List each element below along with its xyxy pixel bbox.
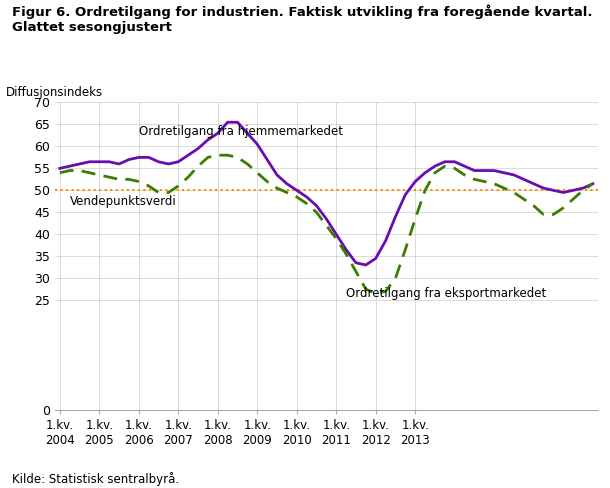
- Text: Figur 6. Ordretilgang for industrien. Faktisk utvikling fra foregående kvartal.
: Figur 6. Ordretilgang for industrien. Fa…: [12, 5, 593, 35]
- Text: Ordretilgang fra hjemmemarkedet: Ordretilgang fra hjemmemarkedet: [139, 124, 343, 138]
- Text: Diffusjonsindeks: Diffusjonsindeks: [6, 86, 103, 100]
- Text: Vendepunktsverdi: Vendepunktsverdi: [70, 195, 176, 208]
- Text: Kilde: Statistisk sentralbyrå.: Kilde: Statistisk sentralbyrå.: [12, 471, 179, 486]
- Text: Ordretilgang fra eksportmarkedet: Ordretilgang fra eksportmarkedet: [346, 287, 547, 300]
